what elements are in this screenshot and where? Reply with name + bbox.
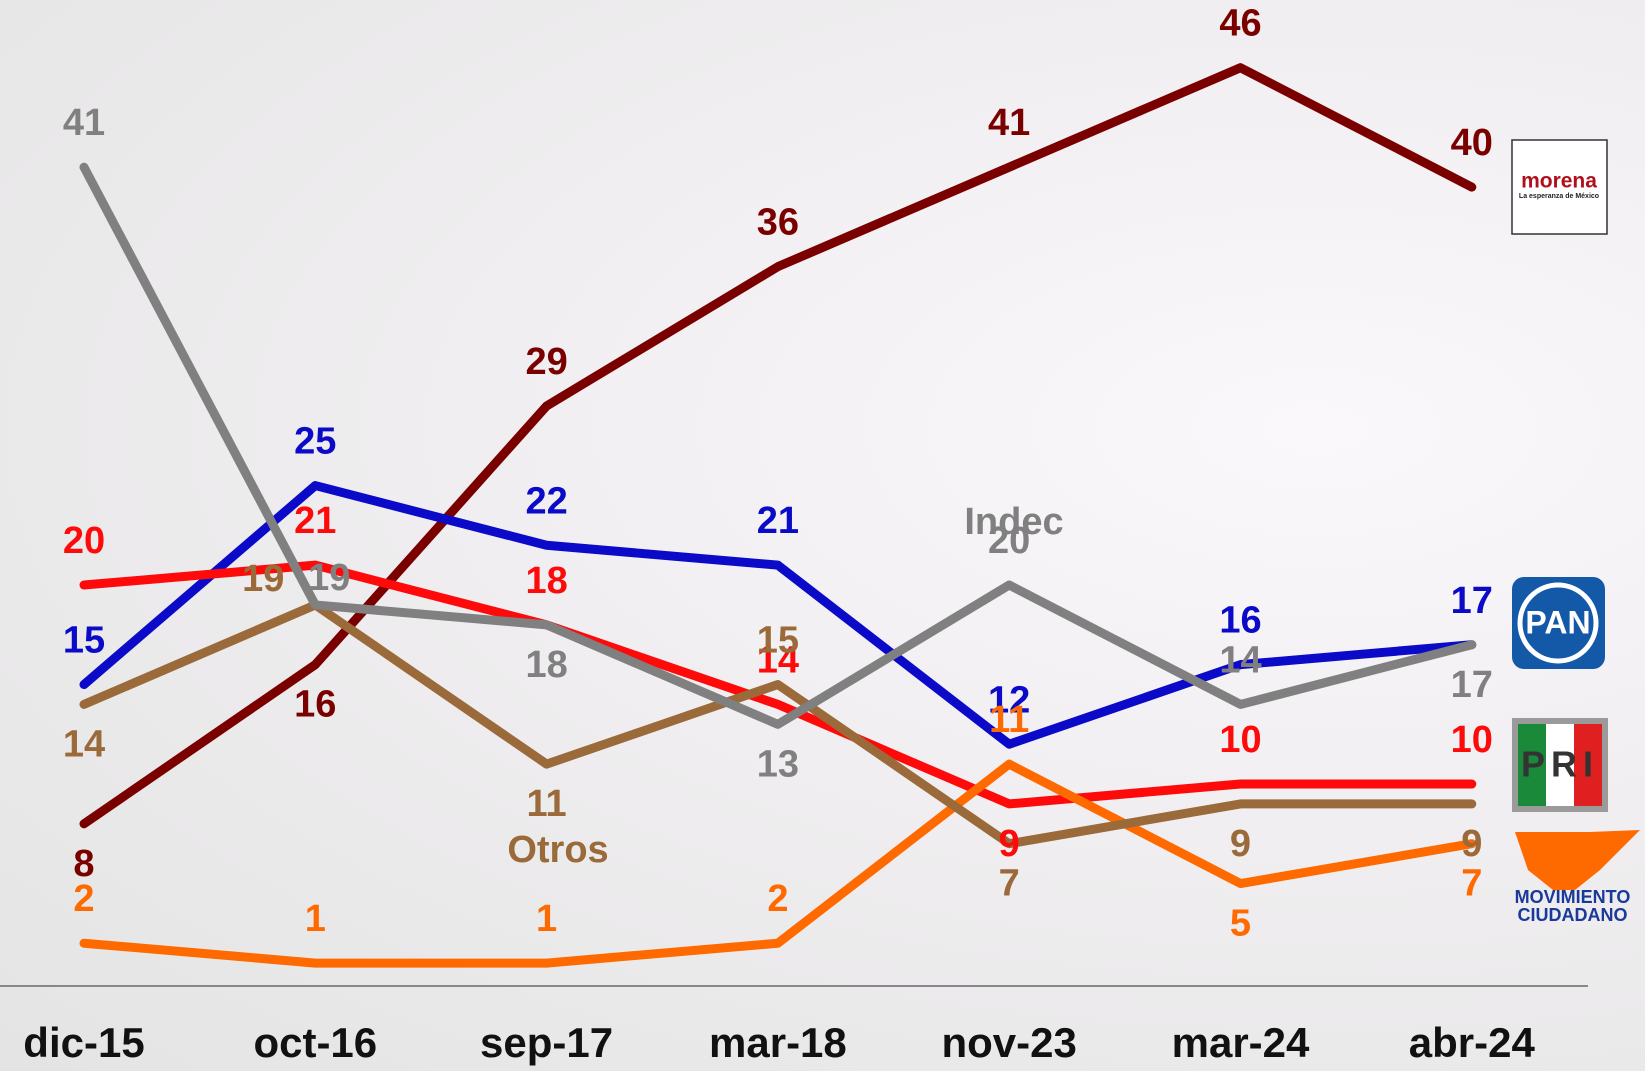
data-label: 11 — [527, 783, 567, 825]
data-label: 40 — [1451, 122, 1493, 164]
x-tick-label: abr-24 — [1409, 1019, 1536, 1066]
line — [79, 759, 1477, 968]
data-label: 1 — [536, 898, 557, 940]
data-label: 19 — [308, 557, 350, 599]
x-tick-label: nov-23 — [942, 1019, 1077, 1066]
data-label: 15 — [757, 620, 799, 662]
data-label: 21 — [757, 500, 799, 542]
logo-stripe — [1574, 724, 1602, 806]
data-label: 16 — [294, 684, 336, 726]
logo-mc: MOVIMIENTO CIUDADANO — [1514, 830, 1640, 925]
logo-bird — [1515, 830, 1640, 890]
data-label: 18 — [525, 644, 567, 686]
x-tick-label: oct-16 — [253, 1019, 377, 1066]
data-label: 11 — [989, 699, 1029, 741]
data-label: 21 — [294, 500, 336, 542]
data-label: 17 — [1451, 664, 1493, 706]
data-label: 9 — [1461, 823, 1482, 865]
data-label: 22 — [525, 480, 567, 522]
data-label: 25 — [294, 421, 336, 463]
data-label: 7 — [1461, 863, 1482, 905]
data-label: 41 — [988, 102, 1030, 144]
data-label: 10 — [1219, 719, 1261, 761]
data-label: 46 — [1219, 3, 1261, 45]
data-label: 13 — [757, 743, 799, 785]
logo-text: MOVIMIENTO CIUDADANO — [1514, 888, 1631, 925]
data-label: 20 — [988, 520, 1030, 562]
data-label: 36 — [757, 202, 799, 244]
legend-label: PAN — [1525, 604, 1590, 640]
x-tick-label: sep-17 — [480, 1019, 613, 1066]
data-label: 12 — [988, 679, 1030, 721]
data-label: 15 — [63, 620, 105, 662]
x-tick-label: mar-24 — [1172, 1019, 1310, 1066]
series-label: Indec — [964, 501, 1063, 543]
logo-pan: PAN — [1512, 577, 1605, 669]
logo-tagline: La esperanza de México — [1519, 193, 1599, 200]
logo-box — [1512, 577, 1605, 669]
legend-label: MOVIMIENTO CIUDADANO — [1514, 888, 1631, 925]
line — [79, 162, 1477, 729]
data-label: 14 — [757, 639, 799, 681]
data-label: 8 — [73, 843, 94, 885]
data-label: 19 — [242, 558, 284, 600]
data-label: 9 — [1230, 823, 1251, 865]
legend-label: morena — [1521, 170, 1597, 193]
data-label: 5 — [1230, 903, 1251, 945]
logo-stripe — [1546, 724, 1574, 806]
data-label: 1 — [305, 898, 326, 940]
data-label: 16 — [1219, 600, 1261, 642]
data-label: 41 — [63, 102, 105, 144]
line — [79, 560, 1477, 809]
data-label: 14 — [1219, 639, 1261, 681]
logo-stripe — [1518, 724, 1546, 806]
x-tick-label: mar-18 — [709, 1019, 847, 1066]
data-label: 29 — [525, 341, 567, 383]
data-label: 17 — [1451, 580, 1493, 622]
data-label: 2 — [767, 878, 788, 920]
line — [79, 481, 1477, 749]
logo-morena: morena La esperanza de México — [1511, 139, 1608, 235]
data-label: 14 — [63, 723, 105, 765]
logo-ring — [1517, 582, 1599, 664]
data-label: 18 — [525, 560, 567, 602]
x-tick-label: dic-15 — [23, 1019, 144, 1066]
series-label: Otros — [507, 829, 608, 871]
data-label: 10 — [1451, 719, 1493, 761]
data-label: 2 — [73, 878, 94, 920]
logo-pri: PRI — [1512, 718, 1608, 812]
logo-box — [1511, 139, 1608, 235]
data-label: 20 — [63, 520, 105, 562]
legend-label: PRI — [1521, 744, 1599, 785]
data-label: 9 — [999, 823, 1020, 865]
line — [79, 63, 1477, 829]
data-label: 7 — [999, 863, 1020, 905]
